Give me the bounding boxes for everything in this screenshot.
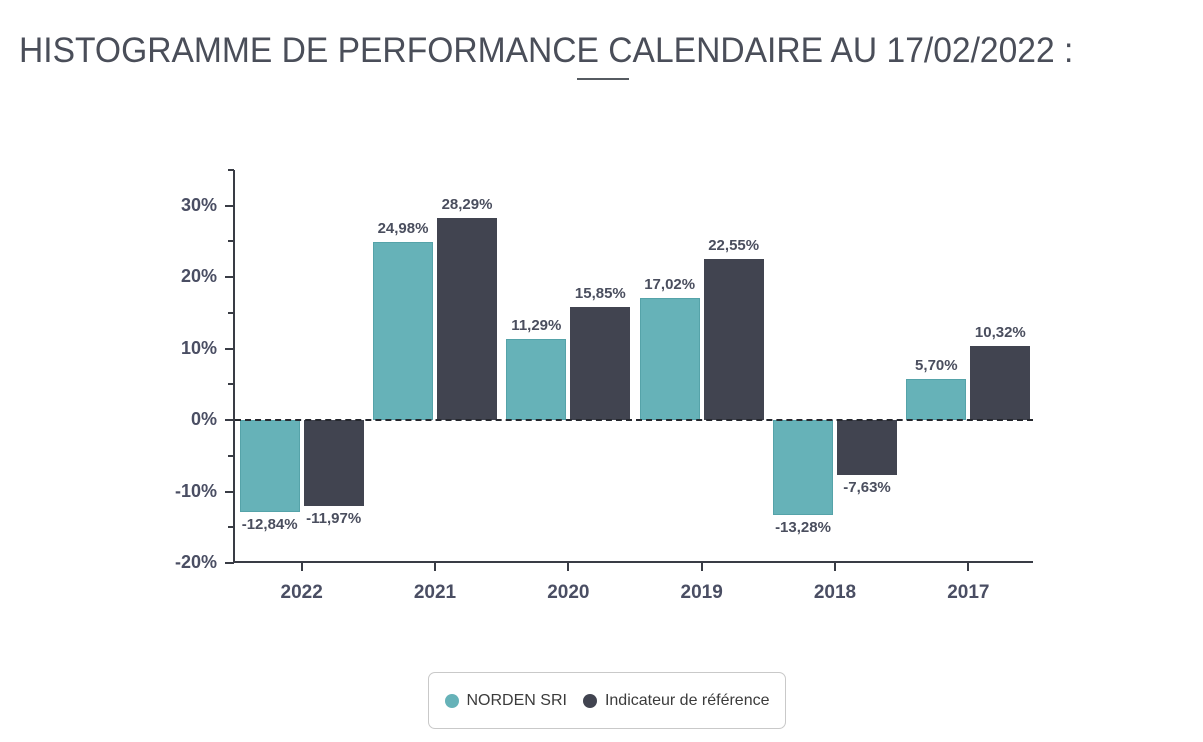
y-axis-tick-label: 30% bbox=[180, 194, 217, 215]
bar[interactable] bbox=[239, 420, 300, 512]
y-axis-tick-label: 10% bbox=[180, 337, 217, 358]
y-axis-major-tick bbox=[225, 419, 234, 422]
y-axis-major-tick bbox=[225, 490, 234, 493]
x-axis-tick bbox=[434, 563, 436, 571]
page-title: HISTOGRAMME DE PERFORMANCE CALENDAIRE AU… bbox=[19, 31, 1074, 71]
y-axis-major-tick bbox=[225, 204, 234, 207]
y-axis-minor-tick bbox=[228, 169, 234, 171]
bar[interactable] bbox=[703, 258, 764, 421]
x-axis-tick bbox=[967, 563, 970, 571]
x-axis-year-label: 2018 bbox=[813, 582, 857, 603]
y-axis-major-tick bbox=[225, 347, 234, 350]
legend-series-dot-icon bbox=[444, 693, 459, 708]
title-divider bbox=[577, 78, 629, 80]
y-axis-major-tick bbox=[225, 562, 234, 564]
y-axis-major-tick bbox=[225, 276, 234, 279]
y-axis-minor-tick bbox=[228, 454, 234, 457]
legend-series-dot-icon bbox=[582, 693, 597, 708]
zero-baseline bbox=[235, 419, 1033, 422]
y-axis-minor-tick bbox=[228, 311, 234, 314]
x-axis-year-label: 2019 bbox=[680, 582, 723, 603]
bar-value-label: -12,84% bbox=[241, 515, 298, 533]
legend-item[interactable]: Indicateur de référence bbox=[582, 691, 770, 710]
x-axis-tick bbox=[300, 563, 303, 571]
bar-value-label: 5,70% bbox=[915, 357, 958, 375]
bar[interactable] bbox=[570, 306, 631, 421]
y-axis-tick-label: -20% bbox=[174, 552, 217, 572]
bar-value-label: 22,55% bbox=[708, 236, 760, 254]
bar-value-label: 10,32% bbox=[974, 324, 1026, 342]
bar-value-label: -7,63% bbox=[843, 478, 891, 496]
y-axis-minor-tick bbox=[228, 240, 234, 243]
bar[interactable] bbox=[303, 420, 364, 506]
x-axis-year-label: 2017 bbox=[947, 582, 990, 603]
bar[interactable] bbox=[639, 298, 700, 421]
x-axis-year-label: 2020 bbox=[547, 582, 590, 603]
bar-value-label: 24,98% bbox=[377, 219, 429, 237]
y-axis-tick-label: 20% bbox=[180, 266, 217, 287]
bar[interactable] bbox=[773, 420, 833, 515]
performance-bar-chart: 30% 20% 10% 0% -10% -20% 2022 -12,84% -11,97% 202… bbox=[175, 169, 1033, 603]
x-axis-tick bbox=[567, 563, 570, 571]
bar-value-label: -11,97% bbox=[306, 509, 362, 527]
bar[interactable] bbox=[373, 241, 433, 421]
bar[interactable] bbox=[970, 346, 1031, 421]
bar-value-label: 11,29% bbox=[511, 317, 562, 335]
x-axis-tick bbox=[834, 563, 836, 571]
bar[interactable] bbox=[906, 379, 967, 421]
y-axis-minor-tick bbox=[228, 526, 234, 529]
bar-value-label: 17,02% bbox=[644, 276, 696, 294]
bar[interactable] bbox=[837, 420, 897, 475]
legend-series-label: NORDEN SRI bbox=[466, 691, 567, 709]
bar-value-label: -13,28% bbox=[775, 518, 831, 536]
y-axis-tick-label: 0% bbox=[190, 409, 217, 430]
bar[interactable] bbox=[437, 217, 497, 421]
legend-series-label: Indicateur de référence bbox=[604, 691, 770, 709]
x-axis-tick bbox=[700, 563, 703, 571]
y-axis-minor-tick bbox=[228, 383, 234, 386]
legend-item[interactable]: NORDEN SRI bbox=[444, 691, 567, 710]
y-axis-tick-label: -10% bbox=[174, 480, 217, 501]
x-axis-year-label: 2021 bbox=[413, 582, 457, 603]
bar[interactable] bbox=[506, 339, 567, 421]
bar-value-label: 15,85% bbox=[574, 284, 626, 302]
x-axis-year-label: 2022 bbox=[280, 582, 323, 603]
bar-value-label: 28,29% bbox=[441, 195, 493, 213]
chart-legend: NORDEN SRI Indicateur de référence bbox=[428, 672, 786, 729]
